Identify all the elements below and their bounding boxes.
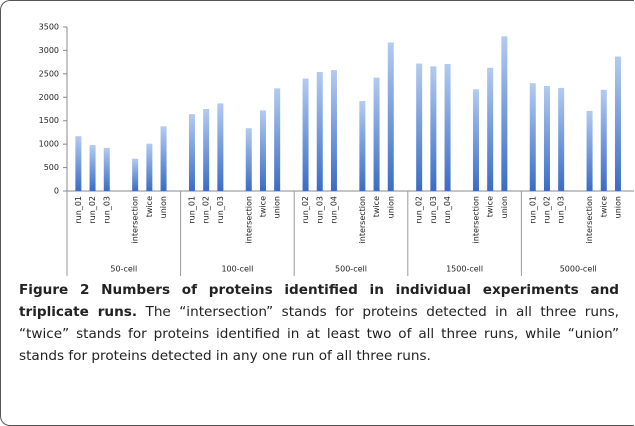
x-tick-label: run_02	[415, 196, 424, 224]
bar	[373, 77, 380, 191]
x-tick-label: run_03	[216, 196, 225, 224]
bar	[543, 86, 550, 191]
group-label: 500-cell	[335, 265, 367, 274]
x-tick-label: twice	[372, 196, 381, 217]
x-tick-label: run_03	[102, 196, 111, 224]
chart: 0 500 1000 1500 2000 2500 3000 3500 50-cell run_0…	[39, 23, 634, 276]
bar	[501, 36, 508, 191]
bar	[330, 70, 337, 191]
x-tick-label: twice	[599, 196, 608, 217]
y-tick-label: 3500	[39, 23, 59, 32]
y-tick-label: 1500	[39, 116, 59, 125]
group-label: 100-cell	[221, 265, 253, 274]
caption-title: Numbers of proteins identified in indivi…	[19, 282, 619, 320]
x-tick-label: run_02	[542, 196, 551, 224]
x-tick-label: intersection	[244, 196, 253, 243]
caption-text: The “intersection” stands for proteins d…	[19, 304, 619, 364]
figure-label: Figure 2	[19, 282, 90, 298]
y-tick-label: 3000	[39, 46, 59, 55]
x-tick-label: union	[386, 196, 395, 218]
x-tick-label: union	[273, 196, 282, 218]
x-tick-label: run_02	[301, 196, 310, 224]
bar	[188, 114, 195, 191]
bar	[600, 89, 607, 191]
bar	[217, 103, 224, 191]
y-tick-label: 1000	[39, 140, 59, 149]
x-tick-label: run_03	[429, 196, 438, 224]
group-label: 50-cell	[110, 265, 137, 274]
bar	[245, 128, 252, 191]
x-tick-label: twice	[486, 196, 495, 217]
x-tick-label: intersection	[358, 196, 367, 243]
bar	[302, 78, 309, 191]
bar	[316, 71, 323, 191]
x-tick-label: union	[500, 196, 509, 218]
x-tick-label: run_01	[528, 196, 537, 224]
x-tick-label: union	[159, 196, 168, 218]
bar	[586, 110, 593, 191]
bar	[558, 87, 565, 191]
x-tick-label: run_03	[557, 196, 566, 224]
x-tick-label: union	[613, 196, 622, 218]
bar	[132, 158, 139, 191]
y-tick-label: 2500	[39, 69, 59, 78]
y-tick-label: 500	[44, 163, 59, 172]
bar	[487, 67, 494, 191]
x-tick-label: intersection	[471, 196, 480, 243]
bar	[75, 136, 82, 191]
bar	[387, 42, 394, 191]
x-tick-label: run_01	[74, 196, 83, 224]
bar	[614, 56, 621, 191]
bar	[472, 89, 479, 191]
x-tick-label: intersection	[131, 196, 140, 243]
x-tick-label: run_04	[443, 196, 452, 224]
bar	[529, 83, 536, 191]
caption: Figure 2 Numbers of proteins identified …	[19, 279, 619, 367]
x-tick-label: run_01	[187, 196, 196, 224]
bar	[203, 109, 210, 191]
x-tick-label: intersection	[585, 196, 594, 243]
y-tick-label: 2000	[39, 93, 59, 102]
x-tick-label: twice	[145, 196, 154, 217]
x-tick-label: run_04	[329, 196, 338, 224]
bar	[359, 101, 366, 191]
bar	[103, 147, 110, 191]
bar	[160, 126, 167, 191]
bar	[274, 88, 281, 191]
bar	[146, 143, 153, 191]
x-tick-label: twice	[258, 196, 267, 217]
x-tick-label: run_02	[88, 196, 97, 224]
bar	[259, 110, 266, 191]
bar	[430, 66, 437, 191]
bar	[89, 145, 96, 191]
bar	[416, 63, 423, 192]
group-label: 5000-cell	[560, 265, 597, 274]
x-tick-label: run_02	[202, 196, 211, 224]
x-tick-label: run_03	[315, 196, 324, 224]
y-tick-label: 0	[54, 187, 59, 196]
group-label: 1500-cell	[446, 265, 483, 274]
bar	[444, 64, 451, 191]
